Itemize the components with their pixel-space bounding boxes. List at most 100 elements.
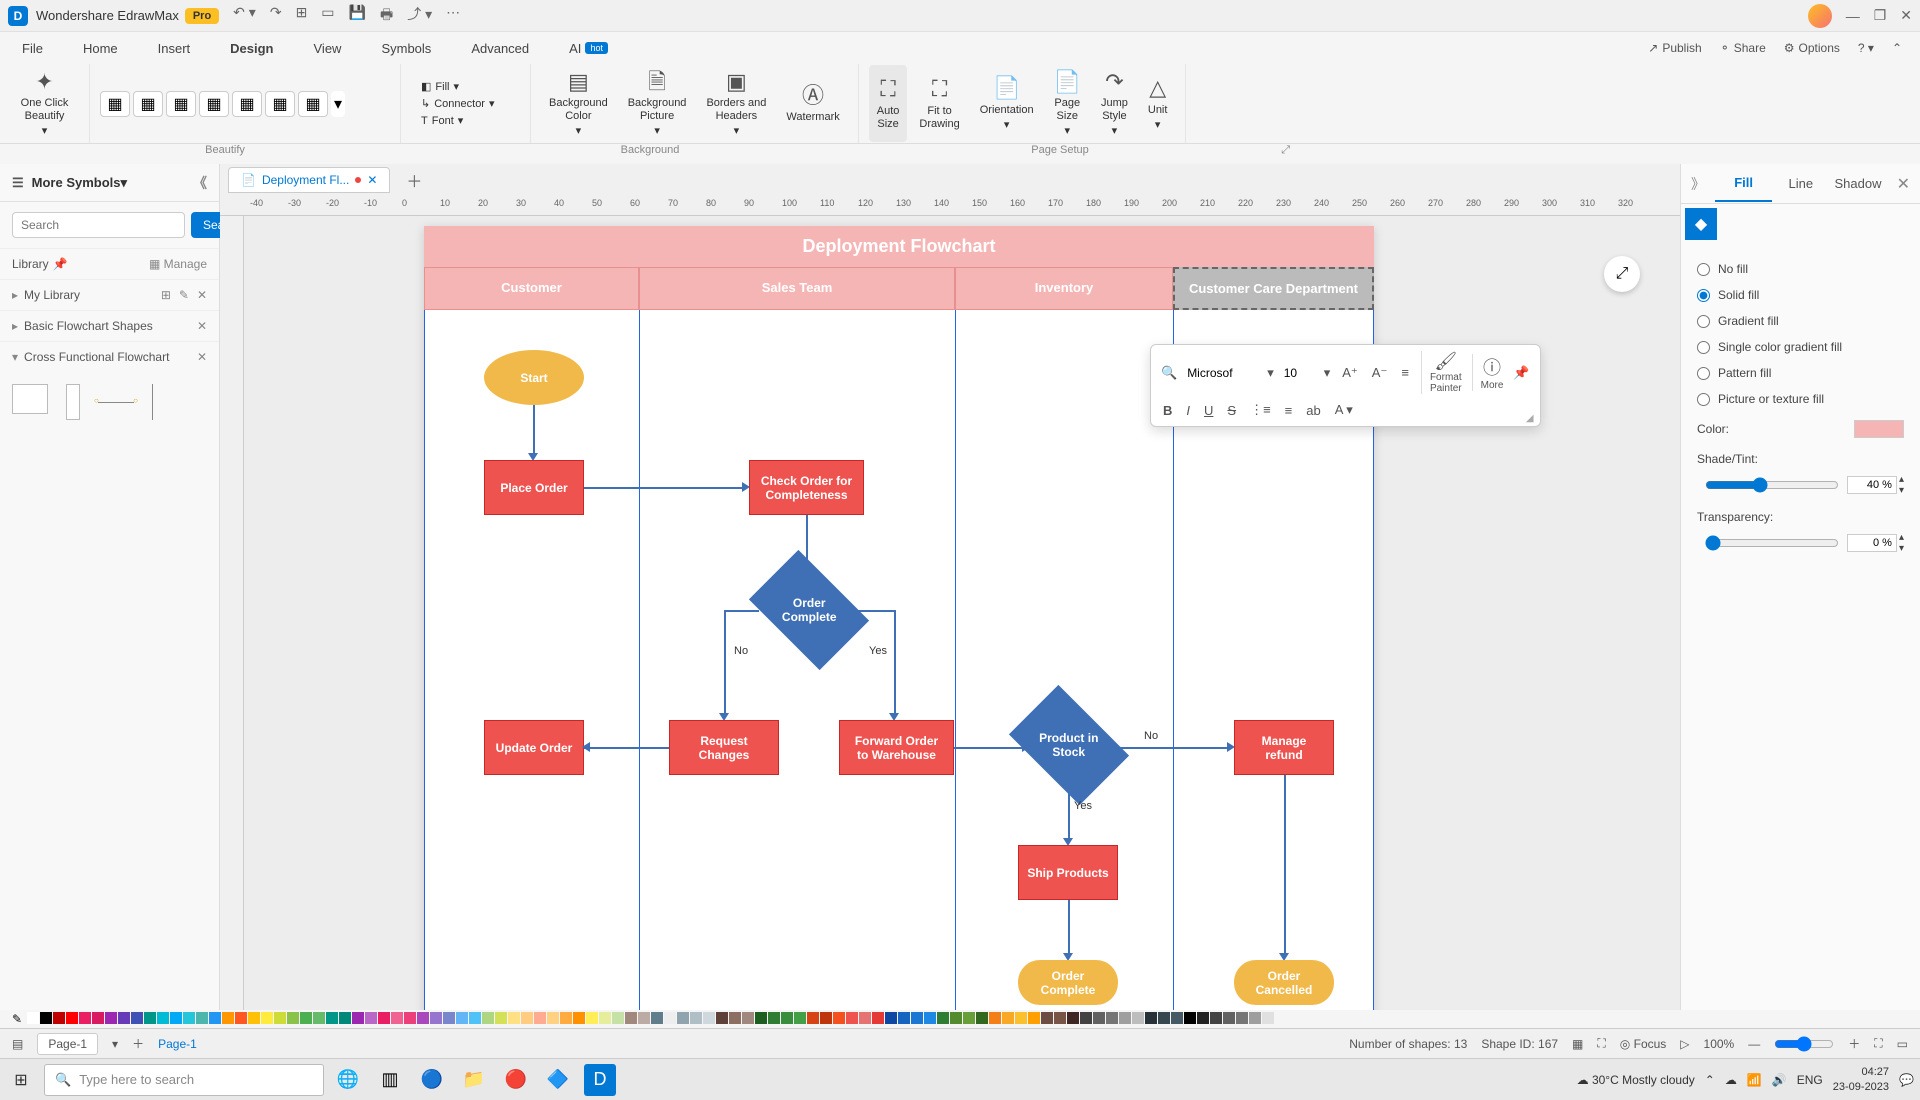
shape-place-order[interactable]: Place Order	[484, 460, 584, 515]
shape-update-order[interactable]: Update Order	[484, 720, 584, 775]
col-sales[interactable]: Sales Team	[639, 267, 955, 310]
focus-button[interactable]: ◎ Focus	[1620, 1037, 1667, 1051]
color-swatch[interactable]	[144, 1012, 156, 1024]
open-icon[interactable]: ▭	[321, 4, 334, 28]
color-swatch[interactable]	[768, 1012, 780, 1024]
strike-button[interactable]: S	[1225, 401, 1238, 420]
close-section-icon[interactable]: ✕	[197, 319, 207, 333]
color-swatch[interactable]	[1054, 1012, 1066, 1024]
color-swatch[interactable]	[1093, 1012, 1105, 1024]
color-swatch[interactable]	[612, 1012, 624, 1024]
color-swatch[interactable]	[1171, 1012, 1183, 1024]
resize-grip-icon[interactable]: ◢	[1526, 413, 1534, 424]
color-swatch[interactable]	[170, 1012, 182, 1024]
search-input[interactable]	[12, 212, 185, 238]
col-customer[interactable]: Customer	[424, 267, 639, 310]
play-icon[interactable]: ▷	[1680, 1037, 1689, 1051]
redo-icon[interactable]: ↷	[270, 4, 282, 28]
color-swatch[interactable]	[1041, 1012, 1053, 1024]
radio-solid-fill[interactable]: Solid fill	[1697, 282, 1904, 308]
color-swatch[interactable]	[1236, 1012, 1248, 1024]
color-swatch[interactable]	[859, 1012, 871, 1024]
export-icon[interactable]: ⤴ ▾	[407, 4, 432, 28]
color-swatch[interactable]	[781, 1012, 793, 1024]
color-swatch[interactable]	[1145, 1012, 1157, 1024]
color-swatch[interactable]	[976, 1012, 988, 1024]
publish-button[interactable]: ↗ Publish	[1648, 41, 1701, 55]
stepper-icon[interactable]: ▴▾	[1899, 532, 1904, 554]
color-swatch[interactable]	[222, 1012, 234, 1024]
zoom-slider[interactable]	[1774, 1036, 1834, 1052]
more-qat-icon[interactable]: ⋯	[446, 4, 460, 28]
shape-thumb-separator[interactable]	[98, 402, 134, 403]
color-swatch[interactable]	[326, 1012, 338, 1024]
color-swatch[interactable]	[404, 1012, 416, 1024]
avatar[interactable]	[1808, 4, 1832, 28]
sidebar-cross-functional[interactable]: ▾ Cross Functional Flowchart ✕	[0, 341, 219, 372]
color-swatch[interactable]	[833, 1012, 845, 1024]
fill-icon-tab[interactable]: ◆	[1685, 208, 1717, 240]
page-link[interactable]: Page-1	[158, 1037, 197, 1051]
color-swatch[interactable]	[1015, 1012, 1027, 1024]
collapse-ribbon-icon[interactable]: ⌃	[1892, 41, 1902, 55]
pin-toolbar-icon[interactable]: 📌	[1513, 365, 1529, 381]
menu-home[interactable]: Home	[79, 35, 122, 62]
page-dropdown-icon[interactable]: ▾	[112, 1037, 118, 1051]
rp-tab-line[interactable]: Line	[1772, 166, 1829, 201]
color-swatch[interactable]	[534, 1012, 546, 1024]
sidebar-library[interactable]: Library 📌 ▦ Manage	[0, 248, 219, 279]
color-swatch[interactable]	[378, 1012, 390, 1024]
color-swatch[interactable]	[599, 1012, 611, 1024]
minimize-icon[interactable]: —	[1846, 8, 1860, 24]
color-swatch[interactable]	[1158, 1012, 1170, 1024]
maximize-icon[interactable]: ❐	[1874, 7, 1887, 24]
color-swatch[interactable]	[547, 1012, 559, 1024]
color-swatch[interactable]	[651, 1012, 663, 1024]
color-swatch[interactable]	[1067, 1012, 1079, 1024]
color-swatch[interactable]	[131, 1012, 143, 1024]
color-swatch[interactable]	[300, 1012, 312, 1024]
zoom-reset-icon[interactable]: ⤢	[1604, 256, 1640, 292]
color-swatch[interactable]	[560, 1012, 572, 1024]
zoom-out-icon[interactable]: —	[1748, 1037, 1760, 1051]
color-swatch[interactable]	[508, 1012, 520, 1024]
transparency-value[interactable]	[1847, 534, 1897, 552]
edit-icon[interactable]: ✎	[179, 288, 189, 302]
shape-manage-refund[interactable]: Manage refund	[1234, 720, 1334, 775]
help-icon[interactable]: ? ▾	[1858, 41, 1874, 55]
theme-swatch[interactable]: ▦	[166, 91, 196, 117]
shape-ship-products[interactable]: Ship Products	[1018, 845, 1118, 900]
color-swatch[interactable]	[794, 1012, 806, 1024]
color-swatch[interactable]	[118, 1012, 130, 1024]
rp-close-icon[interactable]: ✕	[1887, 174, 1920, 194]
shape-order-cancelled[interactable]: Order Cancelled	[1234, 960, 1334, 1005]
color-swatch-button[interactable]	[1854, 420, 1904, 438]
page-selector[interactable]: Page-1	[37, 1033, 98, 1055]
canvas-scroll[interactable]: Deployment Flowchart Customer Sales Team…	[244, 216, 1680, 1010]
font-size-input[interactable]	[1284, 366, 1314, 380]
color-swatch[interactable]	[729, 1012, 741, 1024]
float-toolbar[interactable]: 🔍 ▾ ▾ A⁺ A⁻ ≡ 🖌 Format Painter ⓘ More 📌 …	[1150, 344, 1541, 427]
color-swatch[interactable]	[1197, 1012, 1209, 1024]
color-swatch[interactable]	[1210, 1012, 1222, 1024]
color-swatch[interactable]	[1080, 1012, 1092, 1024]
radio-pattern-fill[interactable]: Pattern fill	[1697, 360, 1904, 386]
tab-add-button[interactable]: ＋	[398, 164, 430, 196]
wrap-icon[interactable]: ab	[1304, 401, 1322, 420]
borders-button[interactable]: ▣Borders and Headers ▾	[698, 65, 774, 143]
options-button[interactable]: ⚙ Options	[1784, 41, 1840, 55]
color-swatch[interactable]	[27, 1012, 39, 1024]
page-size-button[interactable]: 📄Page Size ▾	[1046, 65, 1089, 143]
shape-thumb-hswim[interactable]	[12, 384, 48, 414]
color-swatch[interactable]	[924, 1012, 936, 1024]
color-swatch[interactable]	[391, 1012, 403, 1024]
font-button[interactable]: T Font ▾	[415, 112, 469, 129]
theme-swatch[interactable]: ▦	[133, 91, 163, 117]
fit-icon[interactable]: ⛶	[1597, 1036, 1605, 1051]
underline-button[interactable]: U	[1202, 401, 1215, 420]
menu-advanced[interactable]: Advanced	[467, 35, 533, 62]
bold-button[interactable]: B	[1161, 401, 1174, 420]
color-swatch[interactable]	[742, 1012, 754, 1024]
color-swatch[interactable]	[1132, 1012, 1144, 1024]
sidebar-my-library[interactable]: ▸ My Library ⊞✎✕	[0, 279, 219, 310]
